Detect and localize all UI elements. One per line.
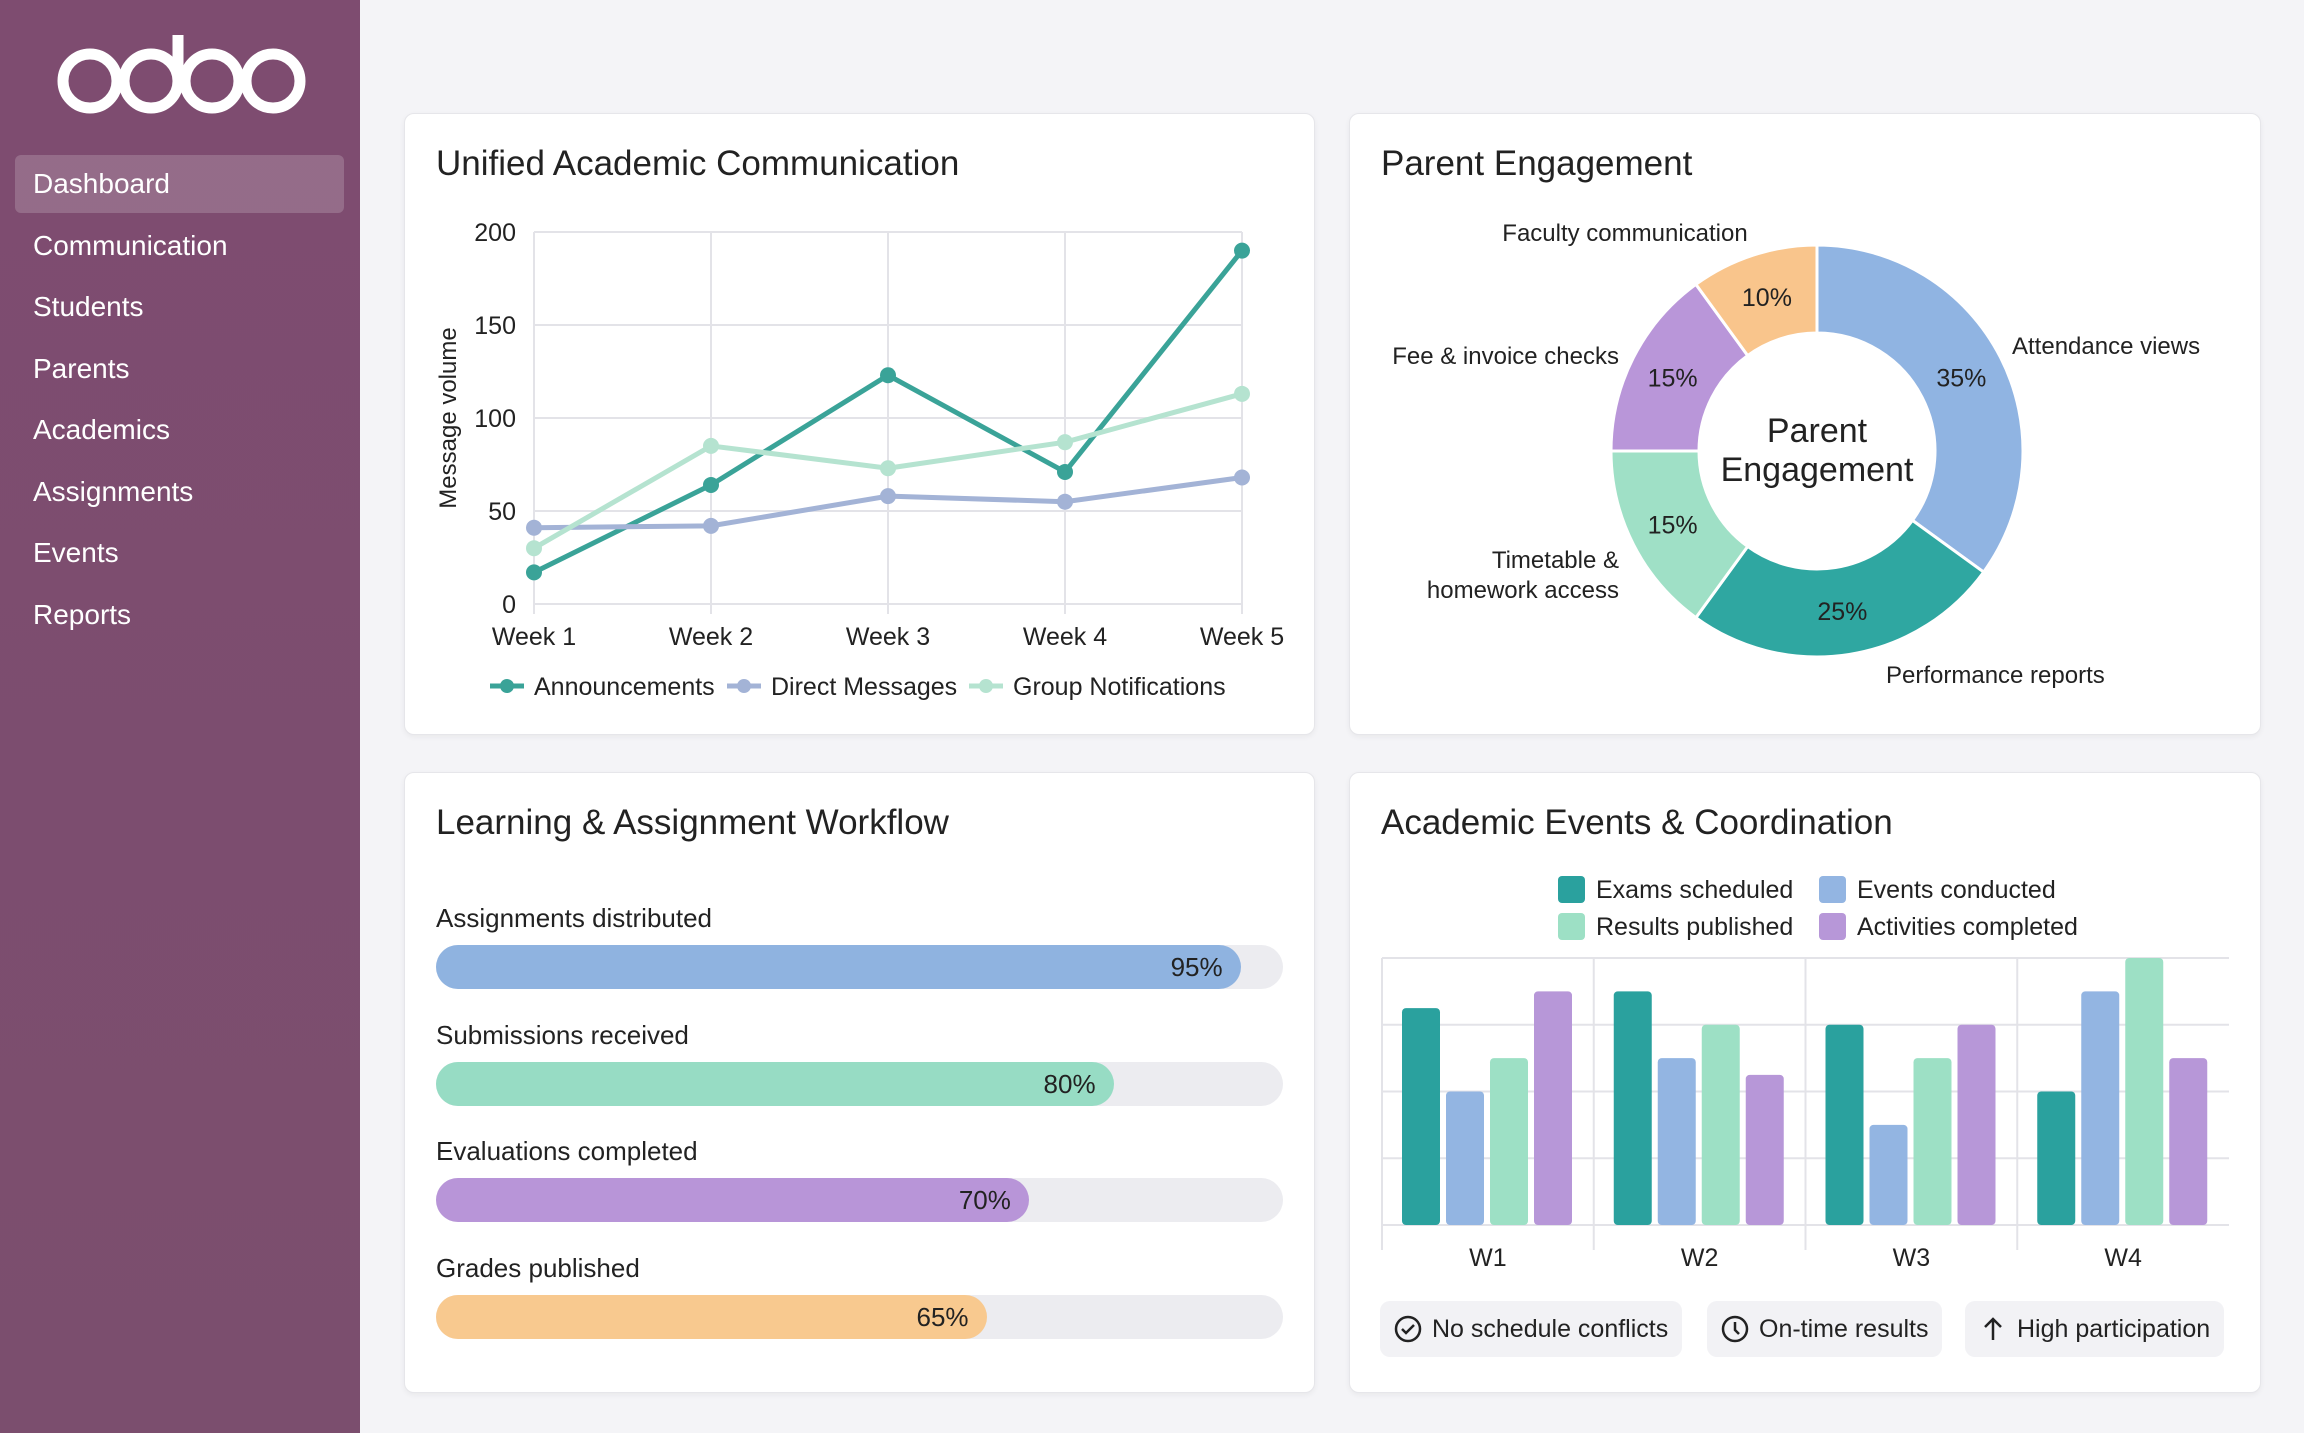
sidebar-item-communication[interactable]: Communication xyxy=(33,229,228,261)
sidebar: Dashboard Communication Students Parents Aca… xyxy=(0,0,360,1433)
workflow-card: Learning & Assignment Workflow Assignmen… xyxy=(404,772,1315,1393)
status-pill: On-time results xyxy=(1707,1301,1943,1357)
progress-label: Submissions received xyxy=(436,1019,689,1050)
sidebar-item-reports[interactable]: Reports xyxy=(33,598,132,630)
pill-label: High participation xyxy=(2017,1315,2211,1343)
pill-label: On-time results xyxy=(1759,1315,1929,1343)
progress-label: Evaluations completed xyxy=(436,1136,698,1166)
card-title: Academic Events & Coordination xyxy=(1381,803,1893,842)
parent-engagement-card: Parent Engagement xyxy=(1349,113,2261,735)
progress-bar: 65% xyxy=(436,1294,1283,1339)
progress-bar: 70% xyxy=(436,1178,1283,1222)
card-title: Parent Engagement xyxy=(1381,144,1693,183)
status-pill: No schedule conflicts xyxy=(1380,1301,1683,1357)
odoo-logo xyxy=(57,35,306,114)
status-pill: High participation xyxy=(1965,1301,2225,1357)
sidebar-item-students[interactable]: Students xyxy=(33,291,144,322)
progress-bar: 95% xyxy=(436,945,1283,989)
sidebar-item-parents[interactable]: Parents xyxy=(33,352,130,384)
progress-label: Assignments distributed xyxy=(436,903,713,933)
check-circle-icon xyxy=(1394,1315,1422,1343)
pill-label: No schedule conflicts xyxy=(1432,1315,1669,1343)
progress-value: 70% xyxy=(958,1185,1011,1215)
sidebar-item-dashboard[interactable]: Dashboard xyxy=(15,155,344,213)
card-title: Learning & Assignment Workflow xyxy=(436,803,949,842)
events-card: Academic Events & Coordination xyxy=(1349,772,2261,1393)
sidebar-item-academics[interactable]: Academics xyxy=(33,414,170,445)
progress-fill: 80% xyxy=(436,1061,1114,1106)
sidebar-item-assignments[interactable]: Assignments xyxy=(33,475,194,507)
progress-bar: 80% xyxy=(436,1061,1283,1106)
progress-value: 65% xyxy=(916,1301,969,1332)
arrow-up-icon xyxy=(1984,1317,2002,1340)
progress-label: Grades published xyxy=(436,1252,640,1283)
progress-fill: 95% xyxy=(436,945,1241,989)
progress-value: 95% xyxy=(1170,952,1223,982)
progress-fill: 70% xyxy=(436,1178,1029,1222)
clock-icon xyxy=(1721,1315,1749,1343)
communication-card: Unified Academic Communication xyxy=(404,113,1315,735)
progress-value: 80% xyxy=(1043,1068,1096,1099)
progress-fill: 65% xyxy=(436,1294,987,1339)
sidebar-item-events[interactable]: Events xyxy=(33,537,119,568)
card-title: Unified Academic Communication xyxy=(436,144,960,183)
